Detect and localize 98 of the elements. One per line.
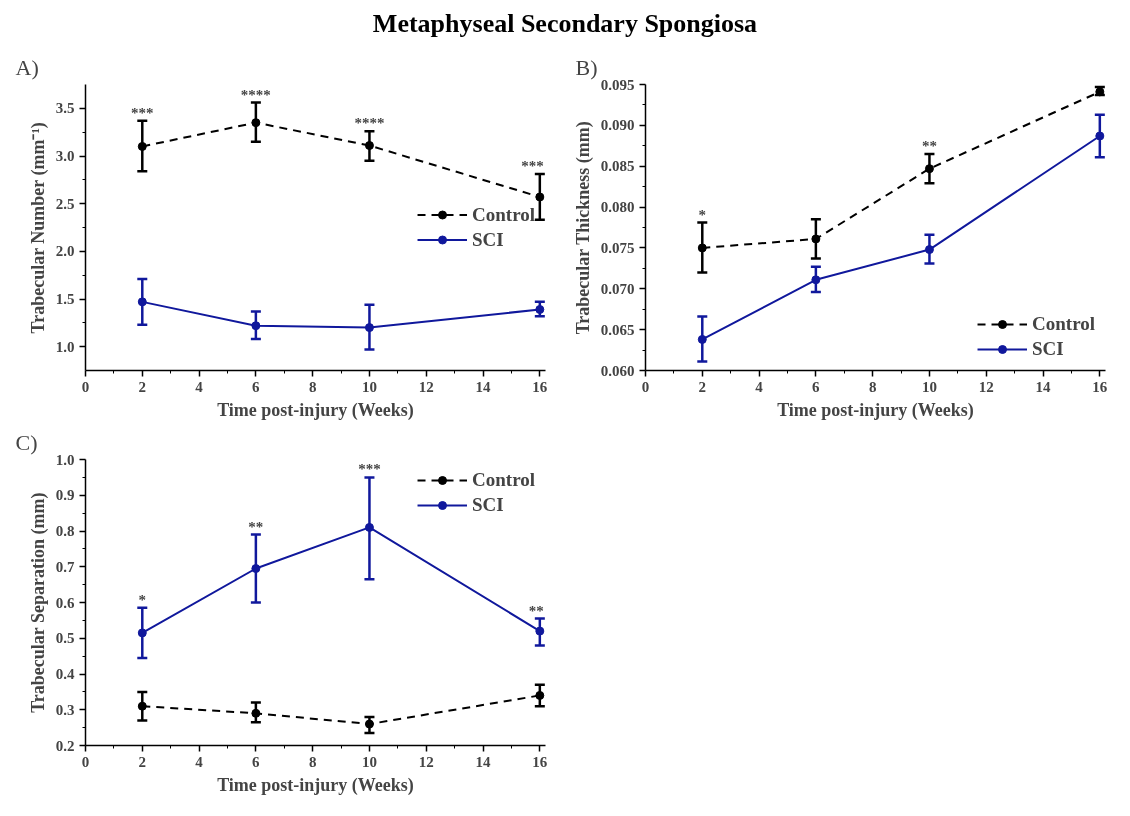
- point: [251, 708, 261, 718]
- y-tick-label: 0.7: [55, 558, 75, 575]
- point: [364, 141, 374, 151]
- legend-label: Control: [472, 469, 535, 492]
- point: [364, 719, 374, 729]
- annotation: *: [698, 206, 707, 223]
- x-tick-label: 16: [532, 378, 548, 395]
- y-tick-label: 0.080: [600, 199, 635, 216]
- annotation: *: [138, 592, 147, 608]
- legend-label: Control: [1032, 313, 1095, 336]
- y-tick-label: 3.5: [55, 100, 75, 117]
- point: [251, 118, 261, 128]
- x-tick-label: 12: [418, 378, 434, 395]
- point: [535, 691, 545, 701]
- x-tick-label: 4: [755, 378, 764, 395]
- annotation: ***: [521, 158, 544, 175]
- x-tick-label: 12: [418, 753, 434, 770]
- x-tick-label: 8: [868, 378, 877, 395]
- point: [251, 564, 261, 574]
- point: [535, 626, 545, 636]
- point: [697, 335, 707, 345]
- point: [697, 243, 707, 253]
- x-tick-label: 10: [361, 753, 377, 770]
- x-axis-title: Time post-injury (Weeks): [777, 399, 974, 421]
- x-tick-label: 16: [532, 753, 548, 770]
- y-tick-label: 0.065: [600, 321, 635, 338]
- x-tick-label: 4: [195, 753, 204, 770]
- y-tick-label: 1.5: [55, 291, 75, 308]
- x-tick-label: 2: [698, 378, 707, 395]
- legend-label: SCI: [472, 228, 504, 251]
- x-tick-label: 6: [252, 378, 261, 395]
- point: [137, 628, 147, 638]
- x-tick-label: 0: [81, 753, 90, 770]
- y-tick-label: 0.3: [55, 701, 75, 718]
- y-tick-label: 0.085: [600, 158, 635, 175]
- x-axis-title: Time post-injury (Weeks): [217, 399, 414, 421]
- y-tick-label: 0.095: [600, 76, 635, 93]
- annotation: **: [921, 138, 937, 155]
- y-tick-label: 0.6: [55, 594, 75, 611]
- x-tick-label: 8: [308, 753, 317, 770]
- x-tick-label: 14: [475, 753, 492, 770]
- x-tick-label: 14: [475, 378, 492, 395]
- x-tick-label: 6: [252, 753, 261, 770]
- y-tick-label: 0.5: [55, 630, 75, 647]
- x-tick-label: 2: [138, 378, 147, 395]
- annotation: ****: [354, 115, 385, 132]
- annotation: **: [248, 518, 264, 535]
- annotation: ***: [131, 104, 154, 121]
- point: [137, 701, 147, 711]
- y-tick-label: 0.8: [55, 523, 75, 540]
- text: C): [15, 429, 38, 455]
- y-tick-label: 0.070: [600, 280, 635, 297]
- y-tick-label: 0.4: [55, 666, 75, 683]
- x-tick-label: 16: [1092, 378, 1108, 395]
- y-tick-label: 0.2: [55, 737, 75, 754]
- y-tick-label: 2.5: [55, 195, 75, 212]
- point: [535, 192, 545, 202]
- text: B): [575, 54, 598, 80]
- x-tick-label: 2: [138, 753, 147, 770]
- point: [137, 297, 147, 307]
- point: [924, 245, 934, 255]
- y-tick-label: 2.0: [55, 243, 75, 260]
- point: [924, 164, 934, 174]
- y-tick-label: 0.9: [55, 487, 75, 504]
- point: [364, 523, 374, 533]
- x-tick-label: 0: [81, 378, 90, 395]
- y-tick-label: 1.0: [55, 338, 75, 355]
- x-tick-label: 10: [361, 378, 377, 395]
- y-tick-label: 0.060: [600, 362, 635, 379]
- y-axis-title: Trabecular Separation (mm): [27, 492, 49, 713]
- x-tick-label: 8: [308, 378, 317, 395]
- point: [137, 142, 147, 152]
- x-tick-label: 0: [641, 378, 650, 395]
- legend-label: Control: [472, 203, 535, 226]
- y-axis-title: Trabecular Number (mm⁻¹): [27, 122, 49, 334]
- point: [811, 275, 821, 285]
- x-tick-label: 10: [921, 378, 937, 395]
- x-tick-label: 4: [195, 378, 204, 395]
- x-tick-label: 6: [812, 378, 821, 395]
- point: [364, 323, 374, 333]
- point: [811, 234, 821, 244]
- y-tick-label: 1.0: [55, 451, 75, 468]
- annotation: ****: [240, 86, 271, 103]
- x-tick-label: 14: [1035, 378, 1052, 395]
- annotation: ***: [358, 461, 381, 478]
- chart-title: Metaphyseal Secondary Spongiosa: [372, 8, 758, 40]
- x-tick-label: 12: [978, 378, 994, 395]
- text: A): [15, 54, 39, 80]
- point: [1095, 131, 1105, 141]
- annotation: **: [528, 602, 544, 619]
- x-axis-title: Time post-injury (Weeks): [217, 774, 414, 796]
- y-axis-title: Trabecular Thickness (mm): [572, 121, 594, 335]
- legend-label: SCI: [472, 494, 504, 517]
- point: [251, 321, 261, 331]
- y-tick-label: 0.075: [600, 240, 635, 257]
- legend-label: SCI: [1032, 338, 1064, 361]
- y-tick-label: 0.090: [600, 117, 635, 134]
- y-tick-label: 3.0: [55, 148, 75, 165]
